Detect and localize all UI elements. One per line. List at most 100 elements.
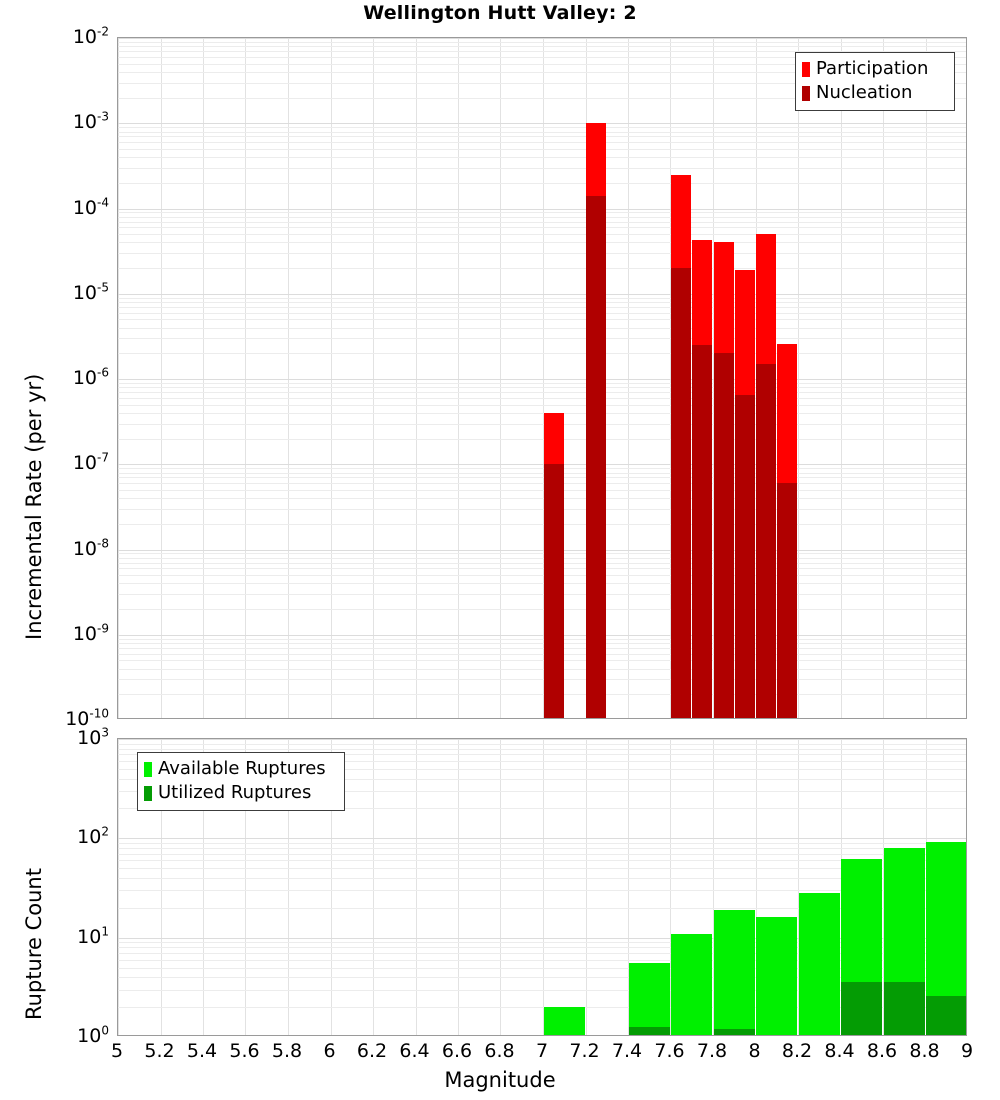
gridline-horizontal [118,46,966,47]
gridline-vertical [798,38,799,718]
y-axis-tick-label: 10-3 [72,109,109,134]
x-axis-tick-label: 6.2 [356,1040,388,1062]
gridline-horizontal [118,57,966,58]
gridline-horizontal [118,72,966,73]
y-axis-tick-label: 102 [77,825,109,849]
gridline-horizontal [118,660,966,661]
gridline-horizontal [118,838,966,839]
gridline-horizontal [118,609,966,610]
gridline-horizontal [118,553,966,554]
legend-item-label: Utilized Ruptures [158,782,312,803]
gridline-horizontal [118,302,966,303]
gridline-vertical [670,38,671,718]
gridline-vertical [245,739,246,1035]
gridline-horizontal [118,498,966,499]
x-axis-tick-label: 8.6 [866,1040,898,1062]
gridline-horizontal [118,464,966,465]
x-axis-tick-label: 7.6 [654,1040,685,1062]
gridline-horizontal [118,38,966,39]
bar-nucleation [543,464,564,718]
gridline-horizontal [118,98,966,99]
y-axis-tick-label: 103 [77,725,109,749]
gridline-vertical [926,38,927,718]
bar-utilized-ruptures [841,981,883,1035]
gridline-vertical [628,739,629,1035]
y-axis-tick-label: 10-8 [72,536,109,560]
x-axis-tick-label: 7.4 [611,1040,643,1062]
gridline-horizontal [118,843,966,844]
gridline-vertical [331,38,332,718]
gridline-horizontal [118,307,966,308]
gridline-horizontal [118,575,966,576]
gridline-vertical [161,739,162,1035]
gridline-horizontal [118,234,966,235]
bar-available-ruptures [713,909,755,1035]
gridline-horizontal [118,127,966,128]
gridline-horizontal [118,808,966,809]
gridline-horizontal [118,383,966,384]
gridline-horizontal [118,42,966,43]
gridline-vertical [756,739,757,1035]
legend-item: Participation [802,57,947,81]
x-axis-tick-label: 5.2 [144,1040,175,1062]
x-axis-tick-label: 7 [535,1040,549,1062]
top-y-axis-title: Incremental Rate (per yr) [22,373,46,640]
gridline-horizontal [118,990,966,991]
gridline-horizontal [118,468,966,469]
bar-utilized-ruptures [713,1029,755,1035]
gridline-vertical [543,739,544,1035]
gridline-horizontal [118,51,966,52]
x-axis-tick-label: 8.8 [909,1040,940,1062]
gridline-vertical [118,739,119,1035]
x-axis-tick-label: 8.2 [781,1040,813,1062]
legend-swatch-icon [802,85,810,101]
gridline-horizontal [118,413,966,414]
y-axis-tick-label: 10-6 [72,365,109,389]
gridline-horizontal [118,648,966,649]
gridline-horizontal [118,1007,966,1008]
gridline-horizontal [118,739,966,740]
gridline-horizontal [118,635,966,636]
gridline-horizontal [118,398,966,399]
gridline-vertical [245,38,246,718]
gridline-horizontal [118,209,966,210]
gridline-horizontal [118,779,966,780]
bar-nucleation [586,196,607,718]
bar-available-ruptures [798,893,840,1035]
legend-item-label: Participation [816,58,929,79]
gridline-horizontal [118,64,966,65]
gridline-horizontal [118,754,966,755]
gridline-horizontal [118,483,966,484]
x-axis-tick-label: 6.4 [399,1040,430,1062]
bar-available-ruptures [671,933,713,1035]
gridline-horizontal [118,550,966,551]
gridline-vertical [458,739,459,1035]
gridline-vertical [883,739,884,1035]
gridline-vertical [798,739,799,1035]
x-axis-tick-label: 8.4 [824,1040,855,1062]
bar-available-ruptures [628,963,670,1035]
gridline-horizontal [118,868,966,869]
bar-nucleation [713,353,734,718]
gridline-horizontal [118,379,966,380]
gridline-horizontal [118,222,966,223]
gridline-horizontal [118,643,966,644]
gridline-horizontal [118,387,966,388]
gridline-horizontal [118,594,966,595]
x-axis-tick-label: 7.8 [696,1040,728,1062]
gridline-horizontal [118,654,966,655]
gridline-horizontal [118,294,966,295]
gridline-horizontal [118,338,966,339]
gridline-horizontal [118,848,966,849]
gridline-vertical [458,38,459,718]
legend-item: Nucleation [802,81,947,105]
gridline-horizontal [118,353,966,354]
legend-item: Available Ruptures [144,757,337,781]
gridline-horizontal [118,669,966,670]
gridline-vertical [288,739,289,1035]
gridline-vertical [331,739,332,1035]
gridline-horizontal [118,405,966,406]
gridline-horizontal [118,142,966,143]
gridline-horizontal [118,761,966,762]
bottom-y-axis-title: Rupture Count [22,868,46,1020]
